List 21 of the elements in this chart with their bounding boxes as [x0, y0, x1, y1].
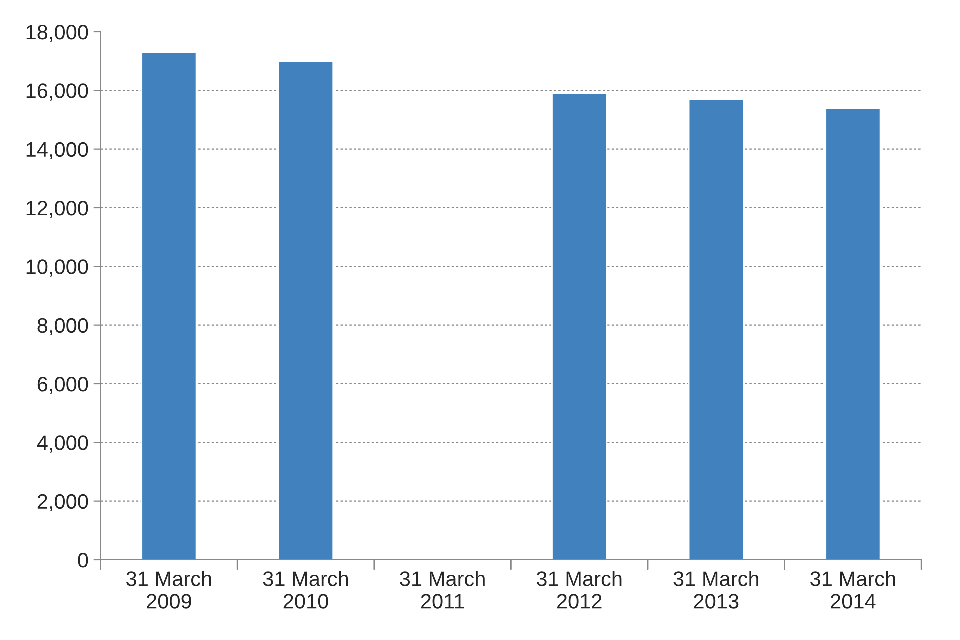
x-tick-label: 31 March 2012 [536, 571, 622, 609]
y-tick-label: 10,000 [26, 260, 88, 277]
x-tick-label: 31 March 2014 [810, 571, 896, 609]
y-tick-label: 4,000 [37, 436, 88, 453]
y-tick-label: 18,000 [26, 25, 88, 42]
x-tick-label: 31 March 2009 [126, 571, 212, 609]
y-tick-label: 2,000 [38, 494, 88, 512]
x-tick-label: 31 March 2013 [674, 571, 758, 609]
y-tick-label: 6,000 [38, 377, 88, 394]
bar [141, 52, 198, 560]
x-tick-label: 31 March 2010 [263, 571, 348, 609]
bar [825, 108, 882, 560]
y-tick-label: 12,000 [26, 201, 88, 218]
y-tick-label: 0 [78, 553, 88, 568]
y-tick-label: 14,000 [26, 142, 88, 160]
y-tick-label: 16,000 [26, 84, 88, 101]
bar [552, 92, 608, 560]
y-tick-label: 8,000 [38, 318, 88, 336]
bar [688, 98, 744, 560]
bar [278, 60, 334, 560]
x-tick-label: 31 March 2011 [400, 571, 485, 609]
